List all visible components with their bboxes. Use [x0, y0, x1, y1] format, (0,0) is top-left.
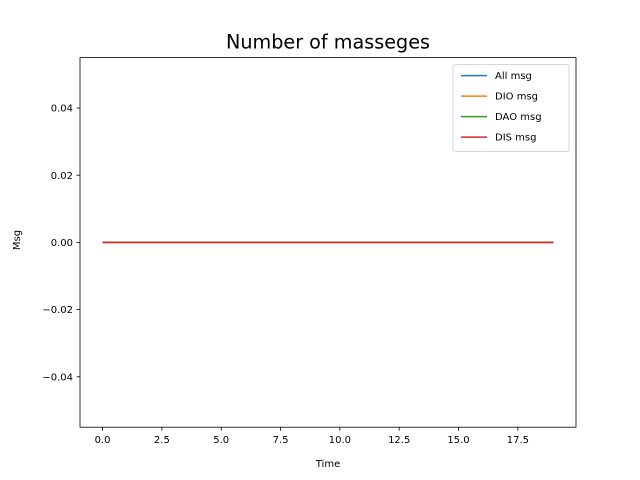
y-axis-label: Msg: [12, 230, 23, 250]
legend-box: [452, 64, 570, 152]
x-tick-label: 10.0: [329, 435, 351, 446]
y-tick-label: −0.02: [42, 305, 73, 316]
y-tick-label: −0.04: [42, 372, 73, 383]
y-tick-label: 0.02: [51, 171, 73, 182]
x-tick-label: 0.0: [95, 435, 111, 446]
legend-label: DIO msg: [495, 92, 538, 103]
legend-label: DAO msg: [495, 112, 542, 123]
x-tick-label: 15.0: [447, 435, 469, 446]
y-tick-label: 0.00: [51, 238, 73, 249]
chart-title: Number of masseges: [226, 31, 430, 54]
legend-label: All msg: [495, 71, 532, 82]
y-tick-label: 0.04: [51, 104, 73, 115]
x-tick-label: 12.5: [388, 435, 410, 446]
y-axis-ticks: −0.04 −0.02 0.00 0.02 0.04: [42, 104, 80, 383]
x-axis-ticks: 0.0 2.5 5.0 7.5 10.0 12.5 15.0 17.5: [95, 427, 529, 446]
x-tick-label: 17.5: [507, 435, 529, 446]
x-tick-label: 5.0: [213, 435, 229, 446]
plot-frame: [79, 57, 577, 428]
x-tick-label: 2.5: [154, 435, 170, 446]
legend-label: DIS msg: [495, 133, 536, 144]
x-tick-label: 7.5: [273, 435, 289, 446]
legend: All msg DIO msg DAO msg DIS msg: [452, 64, 570, 152]
x-axis-label: Time: [315, 459, 340, 470]
